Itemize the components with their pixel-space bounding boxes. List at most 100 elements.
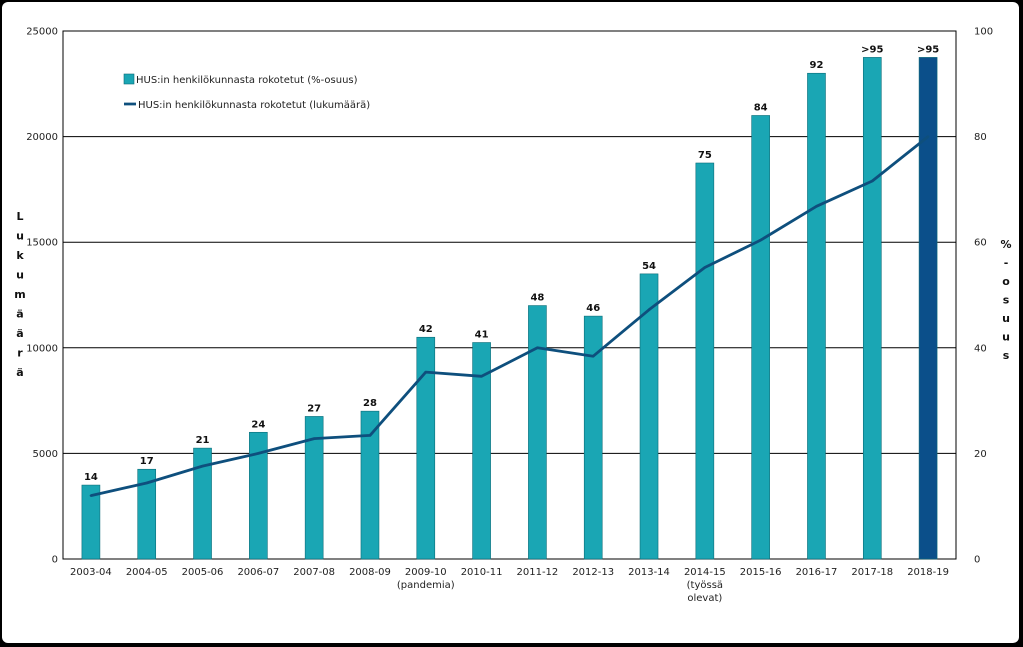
y2-tick-label: 20 (974, 449, 987, 460)
line-point (592, 355, 595, 358)
legend-swatch-bar (123, 73, 135, 85)
x-tick-label: 2005-06 (182, 567, 224, 578)
y-axis-title-letter: L (16, 210, 23, 223)
y-tick-label: 10000 (26, 343, 58, 354)
bar-data-label: 46 (586, 303, 600, 314)
y2-tick-label: 100 (974, 27, 993, 38)
y2-axis-title-letter: - (1004, 257, 1009, 270)
x-tick-label: 2012-13 (572, 567, 614, 578)
bar-data-label: 92 (810, 60, 824, 71)
bar (583, 315, 603, 560)
series-line (90, 135, 929, 497)
bar-data-label: 54 (642, 261, 656, 272)
bar (193, 447, 212, 560)
y2-axis-title-letter: o (1002, 275, 1010, 288)
y2-tick-label: 80 (974, 132, 987, 143)
bar-data-label: 14 (84, 472, 98, 483)
y-tick-label: 15000 (26, 238, 58, 249)
line-point (703, 266, 707, 269)
bar (807, 72, 826, 560)
line-point (926, 135, 930, 138)
line-point (257, 452, 260, 455)
y-tick-label: 20000 (26, 132, 58, 143)
y-tick-label: 5000 (33, 449, 58, 460)
y-axis-title-letter: ä (16, 366, 23, 379)
line-point (759, 238, 762, 242)
bar (416, 336, 436, 560)
x-tick-label: 2009-10 (405, 567, 447, 578)
bar (81, 484, 101, 560)
bar (751, 115, 770, 560)
bar (528, 305, 547, 560)
y-axis-title-letter: ä (16, 327, 23, 340)
bar (695, 162, 715, 560)
x-tick-label: 2003-04 (70, 567, 112, 578)
plot-area (62, 30, 957, 560)
y-axis-title-letter: u (16, 269, 24, 282)
x-tick-label: 2006-07 (237, 567, 279, 578)
y2-axis-title-letter: % (1000, 238, 1011, 251)
bar (862, 57, 882, 560)
line-point (647, 308, 651, 311)
bar (304, 416, 324, 560)
x-tick-label: 2013-14 (628, 567, 670, 578)
bar (360, 410, 380, 560)
line-point (480, 375, 483, 378)
x-tick-label: 2008-09 (349, 567, 391, 578)
bar-data-label: 84 (754, 102, 768, 113)
line-point (312, 437, 316, 440)
y-axis-title-letter: k (16, 249, 24, 262)
y2-tick-label: 60 (974, 238, 987, 249)
bar-data-label: 28 (363, 398, 377, 409)
bar-data-label: >95 (861, 44, 883, 55)
x-tick-label: 2016-17 (796, 567, 838, 578)
bar (137, 468, 157, 560)
line-point (89, 494, 93, 497)
y2-axis-title-letter: u (1002, 312, 1010, 325)
bar-data-label: >95 (917, 44, 939, 55)
y2-axis-title-letter: u (1002, 331, 1010, 344)
x-tick-label: (työssä (687, 580, 723, 591)
x-tick-label: 2010-11 (461, 567, 503, 578)
x-tick-label: 2004-05 (126, 567, 168, 578)
line-point (536, 346, 539, 349)
x-tick-label: 2018-19 (907, 567, 949, 578)
y-axis-title-letter: ä (16, 308, 23, 321)
bar-data-label: 27 (307, 403, 321, 414)
bar-data-label: 41 (475, 330, 489, 341)
y2-tick-label: 0 (974, 555, 980, 566)
x-tick-label: (pandemia) (397, 580, 455, 591)
bar-data-label: 75 (698, 150, 712, 161)
y-axis-title-letter: r (17, 347, 23, 360)
bar-data-label: 42 (419, 324, 433, 335)
x-tick-label: 2011-12 (517, 567, 559, 578)
y-axis-title-letter: u (16, 230, 24, 243)
x-tick-label: 2014-15 (684, 567, 726, 578)
line-point (201, 464, 204, 468)
line-point (871, 179, 874, 183)
bar-data-label: 21 (196, 435, 210, 446)
line-point (815, 205, 818, 208)
bar (472, 342, 491, 560)
line-point (368, 434, 372, 437)
bar (918, 57, 938, 560)
y2-axis-title-letter: s (1003, 349, 1010, 362)
x-tick-label: 2017-18 (851, 567, 893, 578)
bar-data-label: 17 (140, 456, 154, 467)
y-tick-label: 25000 (26, 27, 58, 38)
line-point (424, 370, 427, 374)
legend-label: HUS:in henkilökunnasta rokotetut (%-osuu… (136, 75, 358, 86)
x-tick-label: 2007-08 (293, 567, 335, 578)
y2-axis-title-letter: s (1003, 294, 1010, 307)
y-tick-label: 0 (52, 555, 58, 566)
bar (639, 273, 659, 560)
y-axis-title-letter: m (14, 288, 25, 301)
bar (249, 431, 268, 560)
bar-data-label: 24 (251, 419, 265, 430)
legend-label: HUS:in henkilökunnasta rokotetut (lukumä… (138, 100, 370, 111)
bar-data-label: 48 (530, 293, 544, 304)
x-tick-label: olevat) (687, 593, 722, 604)
line-point (145, 481, 148, 485)
